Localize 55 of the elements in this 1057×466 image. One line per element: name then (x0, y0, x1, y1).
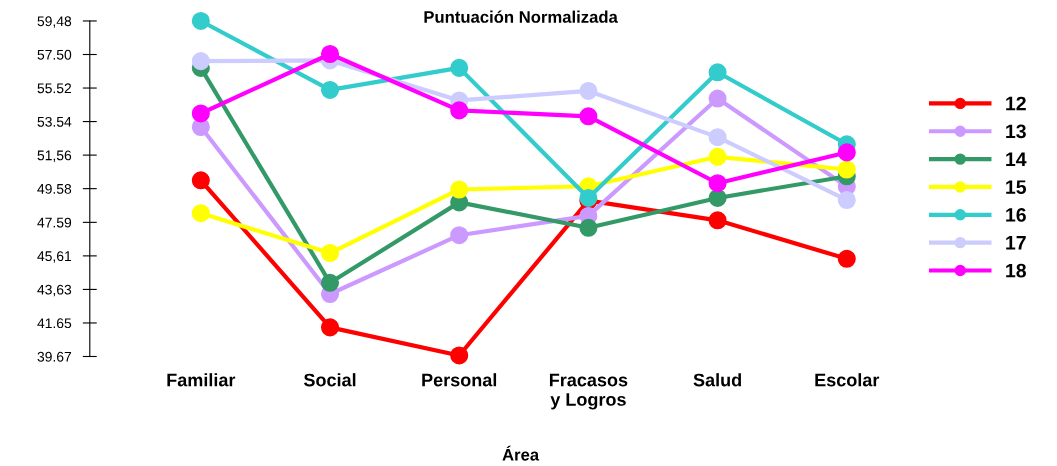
point (450, 101, 469, 120)
legend-label: 13 (1006, 124, 1026, 139)
point (579, 81, 598, 100)
x-tick-label: Escolar (815, 373, 880, 387)
point (320, 80, 340, 99)
y-tick-label: 59,48 (37, 16, 72, 28)
point (320, 243, 340, 263)
x-tick-label: Fracasos y Logros (549, 373, 628, 410)
point (708, 63, 727, 82)
point (450, 226, 469, 245)
point (708, 147, 727, 166)
point (450, 346, 469, 365)
legend-label: 16 (1006, 208, 1026, 222)
chart-title: Puntuación Normalizada (424, 10, 618, 23)
y-tick-label: 47.59 (37, 217, 72, 228)
x-tick-label: Familiar (167, 373, 236, 387)
point (708, 211, 727, 230)
x-tick-label: Social (303, 373, 356, 387)
x-tick-label: Personal (422, 373, 497, 387)
point (708, 89, 727, 108)
y-tick-label: 41.65 (37, 318, 72, 329)
point (579, 107, 598, 126)
y-tick-label: 51,56 (37, 150, 72, 162)
point (708, 174, 727, 193)
legend-label: 14 (1006, 152, 1027, 166)
point (191, 11, 210, 30)
point (837, 249, 856, 268)
legend-label: 15 (1006, 180, 1027, 194)
y-tick-label: 53.54 (37, 116, 72, 127)
y-tick-label: 39.67 (37, 351, 72, 362)
point (837, 143, 856, 162)
point (450, 58, 469, 77)
y-tick-label: 43,63 (37, 284, 72, 297)
point (450, 180, 469, 199)
y-tick-label: 49.58 (37, 183, 72, 194)
point (708, 188, 727, 207)
point (191, 171, 210, 190)
point (579, 218, 598, 237)
y-tick-label: 55.52 (37, 83, 72, 94)
x-axis-title: Área (502, 445, 540, 461)
point (320, 318, 340, 337)
legend-label: 17 (1006, 236, 1026, 250)
point (708, 128, 727, 147)
y-tick-label: 45,61 (37, 251, 72, 263)
legend-label: 18 (1006, 263, 1026, 278)
point (320, 44, 340, 64)
y-tick-label: 57.50 (37, 49, 72, 60)
point (191, 52, 210, 71)
legend-label: 12 (1006, 96, 1026, 111)
point (191, 104, 210, 123)
point (320, 273, 340, 292)
point (837, 160, 856, 179)
point (837, 190, 856, 210)
x-tick-label: Salud (693, 373, 741, 387)
point (191, 204, 210, 223)
